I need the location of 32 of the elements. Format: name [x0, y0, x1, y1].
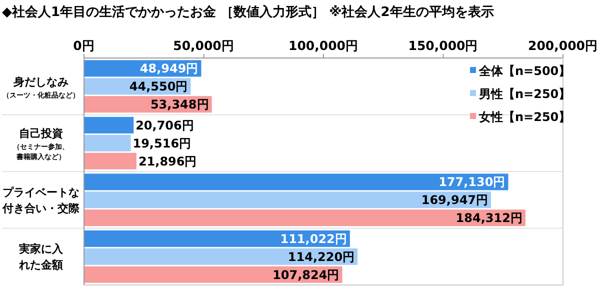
data-label: 44,550円 — [129, 80, 188, 94]
x-tick-label: 150,000円 — [408, 38, 478, 53]
data-label: 107,824円 — [272, 268, 340, 282]
bar — [84, 134, 131, 152]
legend-label: 全体【n=500】 — [478, 64, 571, 78]
y-tick-label: 実家に入れた金額 — [18, 242, 64, 272]
bar — [84, 192, 492, 208]
bar — [84, 174, 508, 190]
chart-title: ◆社会人1年目の生活でかかったお金 ［数値入力形式］ ※社会人2年生の平均を表示 — [2, 4, 494, 20]
data-label: 169,947円 — [421, 193, 488, 208]
data-label: 184,312円 — [456, 211, 522, 226]
data-label: 114,220円 — [288, 250, 355, 264]
x-tick-label: 100,000円 — [288, 38, 358, 53]
x-tick-label: 0円 — [73, 38, 95, 53]
bar — [84, 230, 350, 247]
bar — [84, 248, 358, 265]
data-label: 177,130円 — [438, 175, 506, 190]
data-label: 53,348円 — [150, 98, 209, 112]
bar — [84, 152, 136, 170]
legend-label: 女性【n=250】 — [478, 110, 571, 124]
bar — [84, 116, 134, 134]
data-label: 19,516円 — [132, 136, 192, 150]
legend-label: 男性【n=250】 — [478, 87, 571, 102]
data-label: 48,949円 — [140, 62, 198, 76]
bar — [84, 266, 342, 283]
data-label: 20,706円 — [136, 118, 194, 132]
data-label: 111,022円 — [280, 232, 347, 246]
y-tick-label: プライベートな付き合い・交際 — [2, 186, 80, 215]
x-tick-label: 50,000円 — [173, 38, 234, 53]
x-tick-label: 200,000円 — [528, 38, 598, 53]
data-label: 21,896円 — [138, 154, 197, 168]
bar — [84, 210, 526, 226]
